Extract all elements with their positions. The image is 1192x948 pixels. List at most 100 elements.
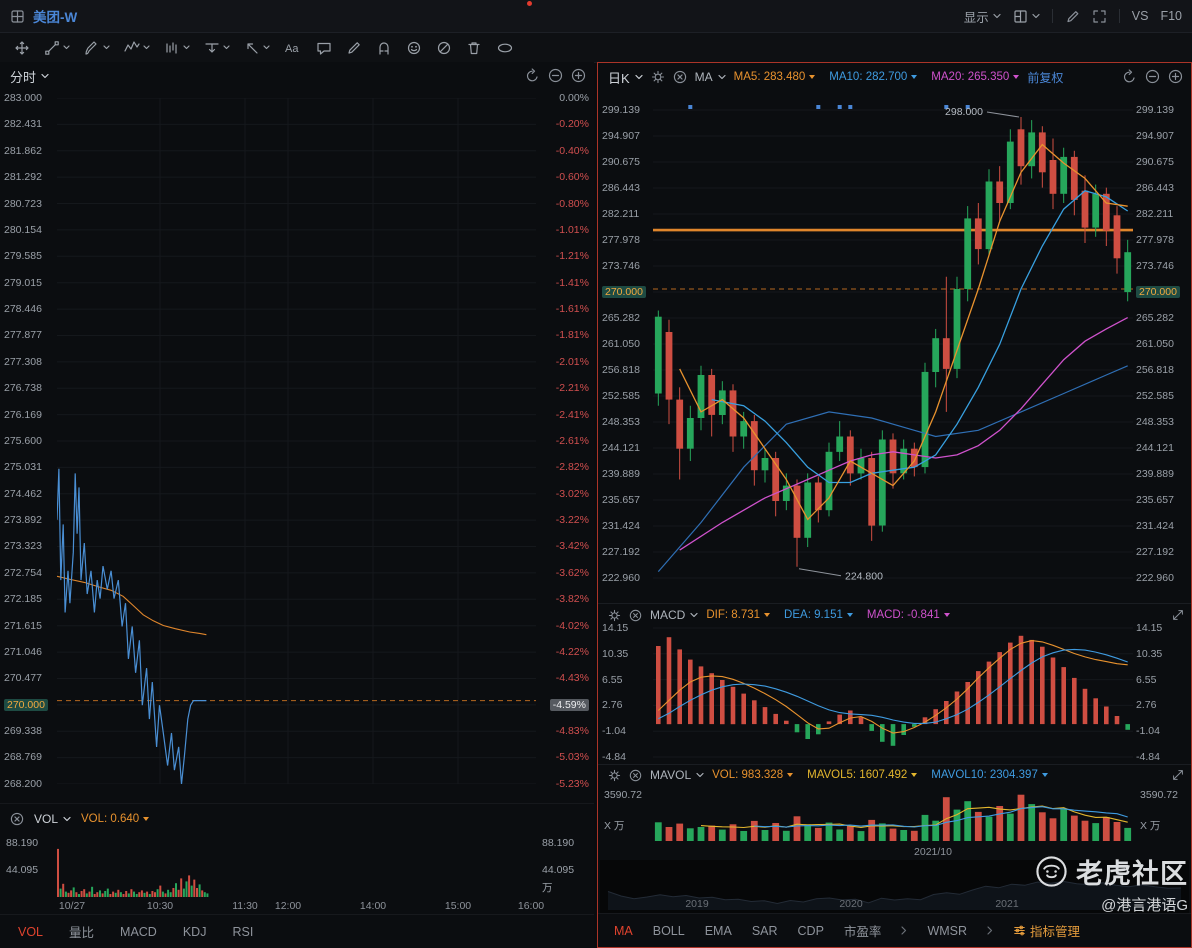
indicator-value[interactable]: MA10: 282.700 xyxy=(829,71,918,83)
intraday-volume-chart[interactable] xyxy=(57,837,536,898)
axis-label: 268.769 xyxy=(4,751,42,764)
vol-axis-label: 44.095 xyxy=(542,864,575,876)
zoom-in-icon[interactable] xyxy=(571,68,586,83)
ma-overlay-label: MA xyxy=(694,70,713,84)
time-axis-label: 15:00 xyxy=(444,900,472,912)
macd-settings-gear-icon[interactable] xyxy=(608,609,621,622)
indicator-tab-VOL[interactable]: VOL xyxy=(18,924,44,939)
position-tool[interactable] xyxy=(200,37,234,59)
brush-tool[interactable] xyxy=(80,37,114,59)
ma-overlay-selector[interactable]: MA xyxy=(695,70,726,84)
kline-price-axis-left: 299.139 294.907 290.675 286.443 282.211 277.9… xyxy=(598,104,654,584)
display-menu-label: 显示 xyxy=(963,10,989,25)
indicator-value[interactable]: MA5: 283.480 xyxy=(734,71,816,83)
indicator-value[interactable]: VOL: 983.328 xyxy=(712,769,794,781)
intraday-panel: 分时 283.000 282.431 281.862 281.292 280.723 28… xyxy=(0,62,594,948)
zoom-in-icon[interactable] xyxy=(1168,69,1183,84)
mavol-indicator-selector[interactable]: MAVOL xyxy=(650,768,704,782)
magnet-tool[interactable] xyxy=(372,37,396,59)
axis-label: 10.35 xyxy=(1136,647,1163,660)
indicator-value[interactable]: MAVOL5: 1607.492 xyxy=(807,769,918,781)
macd-close-icon[interactable] xyxy=(629,609,642,622)
undo-icon[interactable] xyxy=(525,68,540,83)
kline-indicator-tabs: MA BOLL EMA SAR CDP 市盈率 WMSR 指标管理 xyxy=(598,913,1191,947)
axis-label: 14.15 xyxy=(602,622,629,634)
pattern-tool[interactable] xyxy=(160,37,194,59)
macd-chart[interactable] xyxy=(653,624,1133,763)
delete-drawings-tool[interactable] xyxy=(462,37,486,59)
indicator-value[interactable]: MACD: -0.841 xyxy=(867,609,950,621)
cursor-move-tool[interactable] xyxy=(10,37,34,59)
fullscreen-icon[interactable] xyxy=(1092,9,1107,24)
kline-period-selector[interactable]: 日K xyxy=(608,68,643,87)
axis-label: -1.81% xyxy=(555,329,589,342)
display-menu[interactable]: 显示 xyxy=(964,7,1001,26)
vs-button[interactable]: VS xyxy=(1131,9,1149,23)
indicator-tab-KDJ[interactable]: KDJ xyxy=(182,924,207,939)
zoom-out-icon[interactable] xyxy=(1145,69,1160,84)
axis-label: -2.41% xyxy=(555,408,589,421)
pencil-tool[interactable] xyxy=(342,37,366,59)
indicator-value[interactable]: MA20: 265.350 xyxy=(931,71,1020,83)
axis-label: 256.818 xyxy=(1136,364,1174,376)
indicator-tab-MACD[interactable]: MACD xyxy=(120,924,157,939)
chevron-down-icon xyxy=(1032,13,1040,19)
indicator-tab-RSI[interactable]: RSI xyxy=(232,924,254,939)
axis-label: 281.862 xyxy=(4,144,42,157)
kline-chart[interactable]: 298.000 224.800 xyxy=(653,104,1133,590)
indicator-tab-WMSR[interactable]: WMSR xyxy=(927,923,968,938)
arrow-tool[interactable] xyxy=(240,37,274,59)
macd-expand-icon[interactable] xyxy=(1172,609,1184,621)
macd-indicator-selector[interactable]: MACD xyxy=(650,608,698,622)
timeline-navigator[interactable]: 2019 2020 2021 xyxy=(600,860,1189,913)
vol-indicator-selector[interactable]: VOL xyxy=(34,812,71,826)
comment-tool[interactable] xyxy=(312,37,336,59)
axis-label: -3.02% xyxy=(555,487,589,500)
axis-label: 265.282 xyxy=(1136,312,1174,324)
hide-drawings-tool[interactable] xyxy=(432,37,456,59)
emoji-tool[interactable] xyxy=(402,37,426,59)
tabs-more-chevron-icon[interactable] xyxy=(987,926,993,935)
undo-icon[interactable] xyxy=(1122,69,1137,84)
vol-value[interactable]: VOL: 0.640 xyxy=(81,813,150,825)
axis-label: -5.03% xyxy=(555,751,589,764)
indicator-tab-量比[interactable]: 量比 xyxy=(69,926,95,940)
indicator-value[interactable]: MAVOL10: 2304.397 xyxy=(931,769,1048,781)
trend-line-tool[interactable] xyxy=(40,37,74,59)
axis-label: 244.121 xyxy=(602,442,640,454)
window-icon[interactable] xyxy=(10,9,25,24)
mavol-expand-icon[interactable] xyxy=(1172,769,1184,781)
axis-label: 274.462 xyxy=(4,487,42,500)
indicator-tab-EMA[interactable]: EMA xyxy=(704,923,732,938)
indicator-tab-市盈率[interactable]: 市盈率 xyxy=(843,925,882,939)
chevron-down-icon xyxy=(690,612,698,618)
draw-pencil-icon[interactable] xyxy=(1065,9,1080,24)
overlay-close-icon[interactable] xyxy=(673,70,687,84)
intraday-chart[interactable] xyxy=(56,97,536,785)
wave-tool[interactable] xyxy=(120,37,154,59)
mavol-close-icon[interactable] xyxy=(629,769,642,782)
tabs-more-chevron-icon[interactable] xyxy=(901,926,907,935)
continuous-drawing-tool[interactable] xyxy=(492,37,518,59)
indicator-tab-MA[interactable]: MA xyxy=(614,923,633,938)
mavol-settings-gear-icon[interactable] xyxy=(608,769,621,782)
indicator-tab-SAR[interactable]: SAR xyxy=(751,923,778,938)
axis-label: 290.675 xyxy=(602,156,640,168)
macd-values-group: DIF: 8.731 DEA: 9.151 MACD: -0.841 xyxy=(706,609,950,621)
adjust-mode-button[interactable]: 前复权 xyxy=(1027,70,1064,85)
zoom-out-icon[interactable] xyxy=(548,68,563,83)
vol-close-icon[interactable] xyxy=(10,812,24,826)
symbol-title[interactable]: 美团-W xyxy=(33,10,78,25)
indicator-value[interactable]: DIF: 8.731 xyxy=(706,609,771,621)
indicator-tab-指标管理[interactable]: 指标管理 xyxy=(1013,921,1080,940)
indicator-tab-CDP[interactable]: CDP xyxy=(797,923,824,938)
f10-button[interactable]: F10 xyxy=(1160,9,1182,23)
overlay-settings-gear-icon[interactable] xyxy=(651,70,665,84)
layout-menu[interactable] xyxy=(1013,9,1040,24)
axis-label: 272.754 xyxy=(4,566,42,579)
mavol-chart[interactable] xyxy=(653,786,1133,843)
text-tool[interactable]: Aa xyxy=(280,37,306,59)
indicator-value[interactable]: DEA: 9.151 xyxy=(784,609,853,621)
intraday-period-selector[interactable]: 分时 xyxy=(10,67,49,86)
indicator-tab-BOLL[interactable]: BOLL xyxy=(652,923,685,938)
